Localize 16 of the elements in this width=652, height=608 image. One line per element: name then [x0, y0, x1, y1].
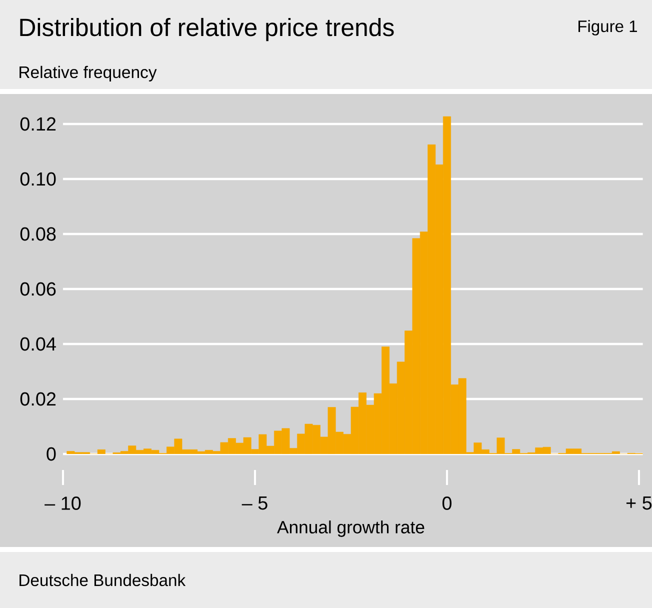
text: Deutsche Bundesbank	[20, 574, 186, 586]
x-axis-title: Annual growth rate	[277, 520, 424, 537]
x-tick-label: – 10	[44, 496, 81, 510]
y-axis-title: Relative frequency	[20, 66, 157, 82]
y-tick-label: 0.12	[20, 117, 56, 131]
y-tick-label: 0.02	[20, 392, 56, 406]
x-tick-label: + 5	[626, 496, 652, 510]
y-tick-label: 0.08	[20, 227, 56, 241]
caption: Figure 1	[578, 20, 637, 36]
y-tick-label: 0.04	[20, 337, 56, 351]
x-tick-label: – 5	[242, 496, 268, 510]
y-tick-label: 0.10	[20, 172, 56, 186]
y-tick-label: 0	[46, 447, 56, 461]
chart-title: Distribution of relative price trends	[20, 18, 394, 42]
x-tick-label: 0	[442, 496, 452, 510]
y-tick-label: 0.06	[20, 282, 56, 296]
